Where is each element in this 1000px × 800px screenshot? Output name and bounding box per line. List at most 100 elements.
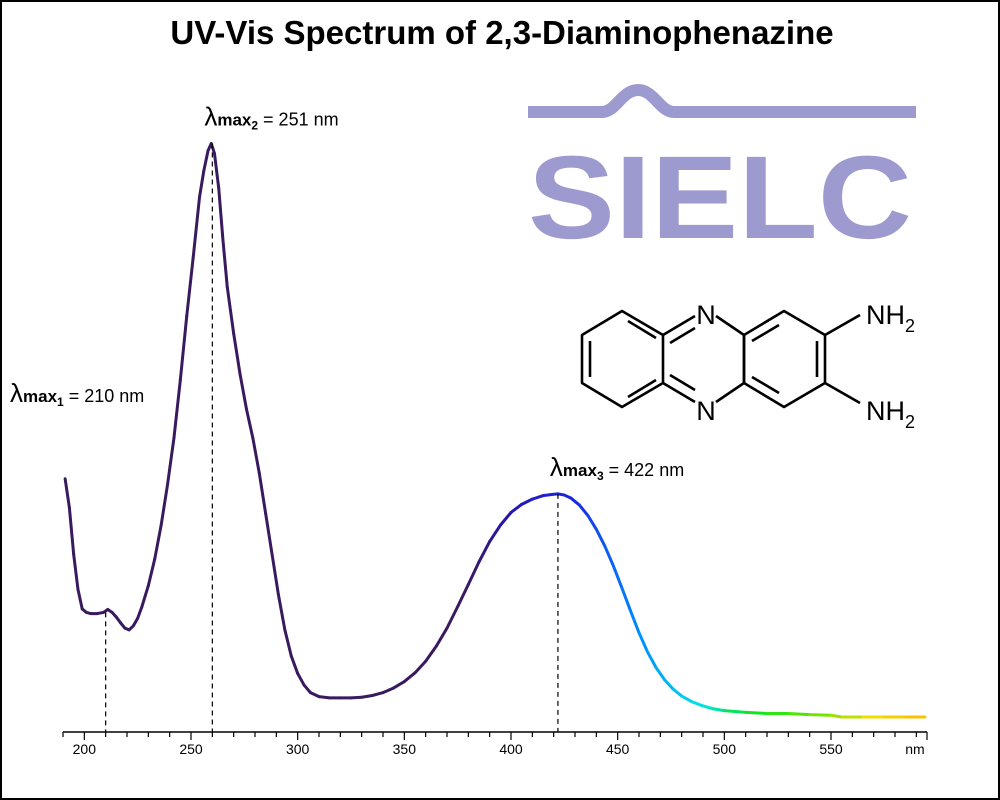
spectrum-segment: [628, 609, 641, 635]
x-tick-label: 500: [713, 741, 737, 757]
spectrum-segment: [808, 713, 833, 717]
spectrum-segment: [185, 256, 195, 318]
spectrum-segment: [159, 483, 170, 527]
x-axis-unit: nm: [905, 741, 924, 757]
spectrum-segment: [654, 666, 667, 682]
spectrum-segment: [198, 169, 206, 199]
spectrum-segment: [270, 552, 280, 597]
nitrogen-top: N: [696, 300, 716, 330]
spectrum-segment: [424, 644, 438, 663]
spectrum-segment: [663, 678, 675, 691]
spectrum-segment: [276, 593, 287, 632]
spectrum-segment: [434, 626, 449, 648]
spectrum-segment: [251, 436, 261, 475]
spectrum-segment: [456, 583, 470, 609]
spectrum-segment: [445, 605, 460, 630]
spectrum-segment: [509, 502, 524, 514]
structure-labels: N N NH2 NH2: [696, 300, 915, 432]
logo-text: SIELC: [528, 132, 912, 264]
chemical-structure: [580, 309, 861, 409]
spectrum-segment: [76, 587, 84, 611]
spectrum-segment: [786, 712, 812, 717]
spectrum-segment: [603, 544, 615, 568]
spectrum-segment: [370, 691, 385, 698]
spectrum-segment: [72, 552, 80, 591]
peak-3-label: λmax3 = 422 nm: [550, 452, 684, 483]
spectrum-segment: [530, 494, 545, 501]
spectrum-segment: [244, 407, 255, 440]
spectrum-segment: [671, 687, 684, 698]
amine-bottom: NH2: [866, 396, 915, 432]
spectrum-segment: [620, 586, 632, 613]
x-tick-label: 200: [73, 741, 97, 757]
spectrum-segment: [690, 700, 705, 708]
peak-1-label: λmax1 = 210 nm: [10, 378, 144, 409]
spectrum-segment: [744, 710, 769, 716]
spectrum-segment: [283, 628, 293, 658]
ring-right: [742, 309, 827, 409]
spectrum-segment: [63, 477, 71, 510]
peak-2-label: λmax2 = 251 nm: [204, 102, 338, 133]
spectrum-segment: [257, 471, 268, 516]
spectrum-segment: [349, 695, 364, 700]
spectrum-segment: [829, 713, 844, 719]
spectrum-segment: [221, 239, 229, 289]
spectrum-segment: [153, 523, 163, 561]
spectrum-segment: [477, 540, 492, 564]
chart-title: UV-Vis Spectrum of 2,3-Diaminophenazine: [170, 14, 834, 51]
spectrum-segment: [212, 151, 221, 190]
spectrum-segment: [67, 506, 76, 556]
spectrum-segment: [402, 671, 417, 684]
spectrum-segment: [498, 510, 513, 527]
spectrum-segment: [296, 671, 306, 687]
spectrum-segment: [178, 314, 189, 382]
spectrum-segment: [308, 691, 321, 699]
spectrum-segment: [577, 503, 590, 517]
spectrum-segment: [594, 527, 607, 548]
spectrum-segment: [646, 650, 658, 670]
plot-area: 200 250 300 350 400 450 500 550 nm λmax1 = 210 nm…: [10, 102, 928, 757]
spectrum-segment: [680, 694, 694, 704]
spectrum-segment: [712, 707, 726, 713]
spectrum-segment: [360, 694, 374, 699]
spectrum-segment: [172, 378, 182, 440]
x-tick-label: 300: [286, 741, 310, 757]
spectrum-segment: [466, 560, 481, 587]
spectrum-segment: [202, 149, 210, 173]
spectrum-segment: [611, 564, 624, 590]
spectrum-segment: [586, 513, 598, 531]
spectrum-segment: [166, 436, 176, 487]
spectrum-segment: [232, 332, 242, 376]
x-tick-label: 250: [179, 741, 203, 757]
x-tick-label: 550: [819, 741, 843, 757]
x-tick-label: 350: [393, 741, 417, 757]
spectrum-segment: [701, 704, 716, 711]
spectrum-segment: [191, 195, 202, 260]
nitrogen-bottom: N: [696, 396, 716, 426]
spectrum-segment: [136, 605, 144, 620]
spectrum-segment: [217, 186, 225, 243]
spectrum-segment: [140, 584, 150, 609]
spectrum-segment: [488, 523, 502, 544]
amine-top: NH2: [866, 300, 915, 336]
sielc-logo: SIELC: [528, 83, 916, 264]
spectrum-segment: [225, 285, 236, 336]
spectrum-segment: [392, 680, 406, 690]
spectrum-segment: [146, 557, 157, 588]
spectrum-segment: [289, 654, 300, 675]
x-tick-label: 450: [606, 741, 630, 757]
spectrum-segment: [413, 659, 428, 675]
spectrum-segment: [302, 683, 312, 695]
spectrum-segment: [238, 372, 248, 411]
spectrum-segment: [569, 496, 581, 507]
spectrum-segment: [264, 512, 274, 556]
logo-swoosh: [528, 83, 916, 118]
spectrum-segment: [722, 709, 748, 714]
spectrum-segment: [637, 631, 650, 654]
spectrum-segment: [520, 497, 534, 506]
x-tick-label: 400: [499, 741, 523, 757]
ring-left: [580, 309, 665, 409]
spectrum-segment: [317, 695, 332, 700]
